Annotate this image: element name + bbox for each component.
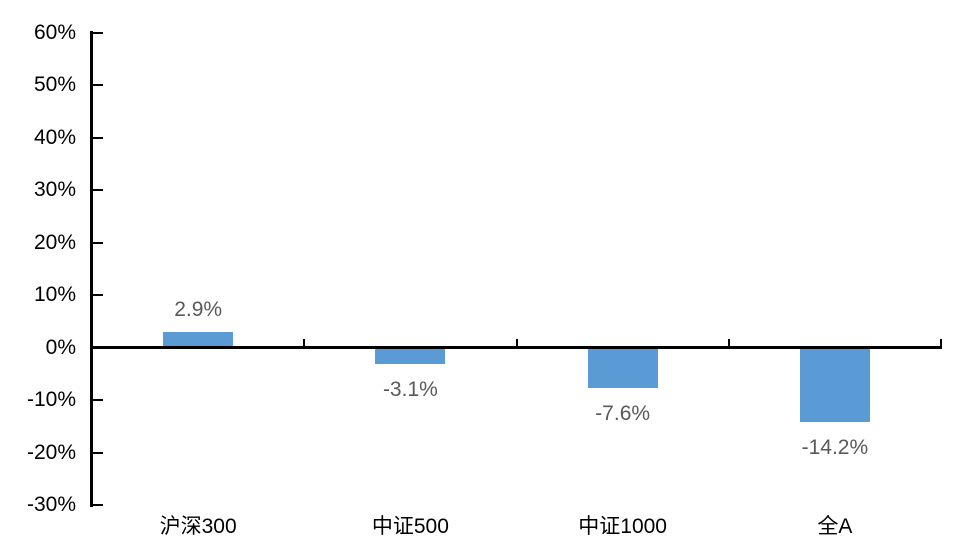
bar	[587, 347, 658, 388]
y-axis-tick-label: 50%	[33, 73, 76, 97]
bar	[799, 347, 870, 423]
y-axis-tick	[93, 399, 103, 402]
x-axis-tick	[303, 338, 306, 348]
y-axis-tick	[93, 504, 103, 506]
y-axis-tick-label: 10%	[33, 283, 76, 307]
data-label: -7.6%	[595, 401, 651, 425]
y-axis-tick-label: 0%	[45, 335, 76, 359]
y-axis-tick	[93, 241, 103, 244]
x-axis-category-label: 中证500	[371, 515, 449, 538]
y-axis-tick	[93, 294, 103, 297]
y-axis-tick-label: -20%	[26, 440, 76, 464]
y-axis-tick-label: 30%	[33, 178, 76, 202]
y-axis-tick-label: 40%	[33, 125, 76, 149]
x-axis-category-label: 中证1000	[578, 515, 667, 538]
y-axis-tick-label: 60%	[33, 21, 76, 44]
x-axis-tick	[940, 338, 942, 348]
y-axis-tick	[93, 84, 103, 87]
y-axis-tick	[93, 346, 103, 349]
y-axis-tick	[93, 189, 103, 192]
y-axis-tick	[93, 451, 103, 454]
y-axis-line	[90, 31, 93, 507]
x-axis-tick	[515, 338, 518, 348]
y-axis-tick-label: -10%	[26, 388, 76, 412]
y-axis-tick-label: -30%	[26, 493, 76, 516]
x-axis-category-label: 沪深300	[159, 515, 237, 538]
data-label: 2.9%	[174, 298, 223, 322]
y-axis-tick	[93, 32, 103, 34]
y-axis-tick-label: 20%	[33, 230, 76, 254]
x-axis-category-label: 全A	[817, 515, 853, 538]
data-label: -3.1%	[382, 377, 438, 401]
x-axis-tick	[727, 338, 730, 348]
bar	[163, 332, 234, 348]
bar	[375, 347, 446, 364]
y-axis-tick	[93, 136, 103, 139]
data-label: -14.2%	[801, 436, 869, 460]
